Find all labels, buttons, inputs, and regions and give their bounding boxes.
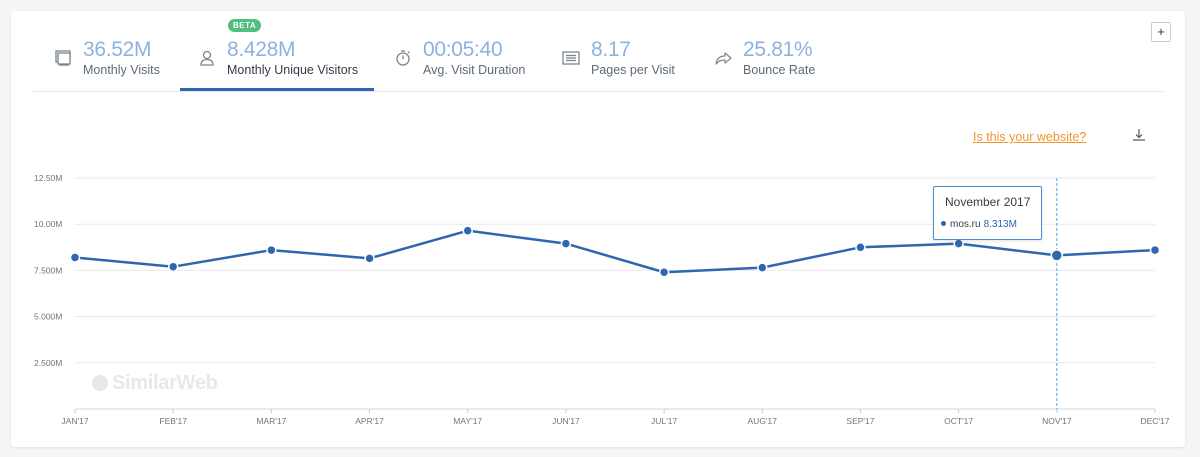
avg-duration-value: 00:05:40 <box>423 38 503 61</box>
y-tick-label: 10.00M <box>34 219 62 229</box>
y-tick-label: 2.500M <box>34 358 62 368</box>
tooltip-title: November 2017 <box>945 195 1031 209</box>
x-tick-label: FEB'17 <box>159 416 187 426</box>
series-dot-icon <box>941 221 946 226</box>
tooltip-value: 8.313M <box>983 219 1017 230</box>
tab-monthly-unique-visitors[interactable]: 8.428M Monthly Unique Visitors <box>197 38 372 88</box>
x-tick-label: MAR'17 <box>256 416 286 426</box>
x-tick-label: APR'17 <box>355 416 384 426</box>
tab-avg-visit-duration[interactable]: 00:05:40 Avg. Visit Duration <box>393 38 528 88</box>
data-point <box>462 225 473 236</box>
watermark-text: SimilarWeb <box>112 372 218 394</box>
x-tick-label: MAY'17 <box>453 416 482 426</box>
data-point <box>658 266 670 278</box>
x-tick-label: OCT'17 <box>944 416 973 426</box>
data-point <box>1149 244 1161 256</box>
data-point <box>69 252 81 263</box>
tab-monthly-visits[interactable]: 36.52M Monthly Visits <box>53 38 173 88</box>
add-button[interactable]: + <box>1151 22 1171 42</box>
metrics-tabs: 36.52M Monthly Visits BETA 8.428M Monthl… <box>0 0 1200 92</box>
data-point <box>855 242 866 253</box>
pages-icon <box>561 48 581 68</box>
x-tick-label: DEC'17 <box>1140 416 1169 426</box>
is-this-your-website-link[interactable]: Is this your website? <box>973 130 1087 144</box>
monitor-icon <box>53 48 73 68</box>
tooltip-row: mos.ru 8.313M <box>941 219 1017 230</box>
data-point <box>364 253 375 264</box>
user-icon <box>197 48 217 68</box>
pages-per-visit-label: Pages per Visit <box>591 63 675 77</box>
y-tick-label: 12.50M <box>34 173 62 183</box>
unique-visitors-label: Monthly Unique Visitors <box>227 63 359 77</box>
tab-bounce-rate[interactable]: 25.81% Bounce Rate <box>713 38 823 88</box>
data-point <box>953 238 964 249</box>
pages-per-visit-value: 8.17 <box>591 38 631 61</box>
x-tick-label: AUG'17 <box>748 416 778 426</box>
beta-badge: BETA <box>228 19 262 32</box>
tooltip-site: mos.ru <box>950 219 981 230</box>
bounce-rate-value: 25.81% <box>743 38 813 61</box>
data-point <box>757 262 768 273</box>
active-tab-indicator <box>180 88 374 91</box>
y-tick-label: 5.000M <box>34 312 62 322</box>
data-point <box>266 244 277 256</box>
stopwatch-icon <box>393 48 413 68</box>
series-line <box>74 229 1156 274</box>
bounce-arrow-icon <box>713 48 733 68</box>
x-tick-label: JUL'17 <box>651 416 677 426</box>
data-point <box>1050 249 1064 262</box>
x-tick-label: NOV'17 <box>1042 416 1072 426</box>
monthly-visits-label: Monthly Visits <box>83 63 160 77</box>
bounce-rate-label: Bounce Rate <box>743 63 816 77</box>
header-divider <box>33 91 1163 92</box>
x-tick-label: JAN'17 <box>61 416 88 426</box>
tab-pages-per-visit[interactable]: 8.17 Pages per Visit <box>561 38 681 88</box>
x-tick-label: SEP'17 <box>846 416 874 426</box>
x-tick-label: JUN'17 <box>552 416 580 426</box>
y-tick-label: 7.500M <box>34 265 62 275</box>
data-point <box>167 261 179 272</box>
unique-visitors-value: 8.428M <box>227 38 296 61</box>
download-icon[interactable] <box>1131 127 1147 143</box>
chart-tooltip: November 2017 mos.ru 8.313M <box>933 186 1042 240</box>
similarweb-watermark: SimilarWeb <box>92 372 218 395</box>
data-point <box>560 238 572 249</box>
similarweb-logo-icon <box>92 375 108 391</box>
monthly-visits-value: 36.52M <box>83 38 152 61</box>
avg-duration-label: Avg. Visit Duration <box>423 63 526 77</box>
